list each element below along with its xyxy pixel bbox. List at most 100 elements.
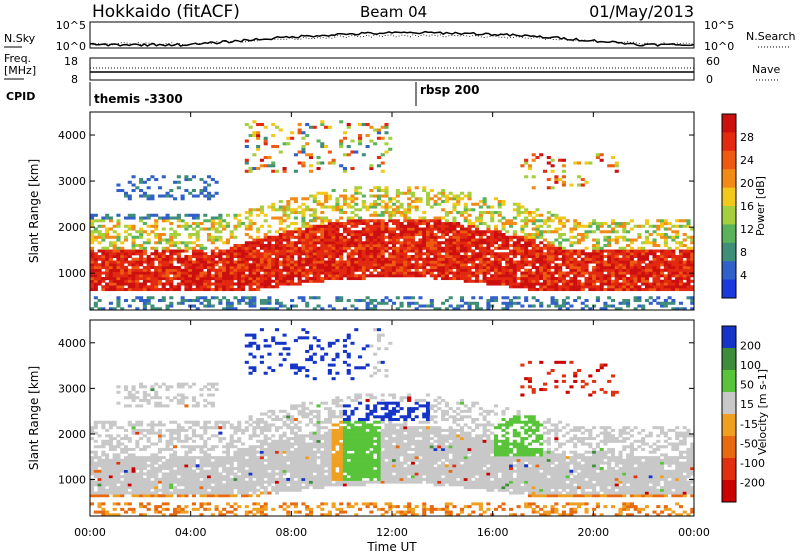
power-cell bbox=[539, 271, 544, 275]
power-cell bbox=[599, 224, 604, 228]
power-cell bbox=[388, 268, 393, 272]
power-cell bbox=[656, 301, 661, 305]
power-cell bbox=[188, 271, 193, 275]
power-cell bbox=[312, 274, 317, 278]
power-cell bbox=[478, 233, 483, 237]
power-cell bbox=[524, 255, 529, 259]
power-cell bbox=[161, 246, 166, 250]
power-cell bbox=[576, 274, 582, 278]
power-cell bbox=[399, 227, 404, 231]
velocity-cell bbox=[150, 396, 155, 400]
power-cell bbox=[686, 277, 691, 281]
power-cell bbox=[648, 233, 653, 237]
power-cell bbox=[403, 235, 408, 239]
velocity-cell bbox=[233, 428, 238, 432]
power-cell bbox=[403, 211, 408, 215]
power-cell bbox=[516, 205, 521, 209]
velocity-cell bbox=[108, 458, 113, 462]
power-cell bbox=[139, 263, 144, 267]
velocity-cell bbox=[139, 488, 144, 492]
power-cell bbox=[414, 257, 419, 261]
power-cell bbox=[154, 274, 159, 278]
power-cell bbox=[293, 249, 298, 253]
power-cell bbox=[516, 249, 521, 253]
power-cell bbox=[154, 252, 159, 256]
power-cell bbox=[274, 268, 280, 272]
power-cell bbox=[531, 304, 536, 308]
power-cell bbox=[346, 271, 351, 275]
power-cell bbox=[456, 257, 461, 261]
power-cell bbox=[316, 235, 321, 239]
power-cell bbox=[667, 285, 672, 289]
power-cell bbox=[482, 260, 487, 264]
power-cell bbox=[550, 252, 555, 256]
velocity-cell bbox=[123, 483, 129, 487]
velocity-cell bbox=[146, 469, 151, 473]
power-cell bbox=[546, 255, 551, 259]
power-cell bbox=[592, 255, 597, 259]
power-cell bbox=[184, 260, 189, 264]
power-cell bbox=[429, 227, 434, 231]
velocity-cell bbox=[93, 426, 98, 430]
power-cell bbox=[535, 219, 540, 223]
power-cell bbox=[478, 216, 483, 220]
beam-title: Beam 04 bbox=[360, 3, 427, 21]
power-cell bbox=[305, 134, 310, 138]
power-cell bbox=[237, 249, 242, 253]
power-cell bbox=[546, 161, 551, 165]
velocity-cell bbox=[241, 447, 246, 451]
power-cell bbox=[660, 252, 665, 256]
power-cell bbox=[629, 260, 634, 264]
power-cell bbox=[161, 296, 166, 300]
power-cell bbox=[237, 266, 242, 270]
power-cell bbox=[278, 233, 283, 237]
power-cell bbox=[603, 255, 608, 259]
power-cell bbox=[108, 266, 113, 270]
power-cell bbox=[448, 255, 453, 259]
power-cell bbox=[154, 235, 159, 239]
power-cell bbox=[671, 260, 676, 264]
power-cell bbox=[354, 249, 359, 253]
power-cell bbox=[607, 252, 612, 256]
power-cell bbox=[350, 167, 355, 171]
power-cell bbox=[244, 161, 249, 165]
power-cell bbox=[361, 202, 366, 206]
power-cell bbox=[90, 252, 95, 256]
power-cell bbox=[263, 233, 268, 237]
power-cell bbox=[365, 235, 370, 239]
power-cell bbox=[161, 252, 166, 256]
velocity-cell bbox=[142, 396, 147, 400]
velocity-cell bbox=[93, 420, 98, 424]
power-cell bbox=[576, 252, 582, 256]
velocity-cell bbox=[127, 480, 132, 484]
power-cell bbox=[195, 255, 200, 259]
velocity-cell bbox=[225, 456, 230, 460]
power-cell bbox=[191, 274, 197, 278]
power-cell bbox=[116, 219, 121, 223]
power-cell bbox=[263, 235, 268, 239]
power-cell bbox=[108, 255, 113, 259]
power-cell bbox=[384, 205, 389, 209]
power-cell bbox=[422, 235, 427, 239]
power-cell bbox=[308, 279, 314, 283]
velocity-cell bbox=[154, 390, 159, 394]
power-cell bbox=[184, 268, 189, 272]
power-cell bbox=[614, 235, 619, 239]
velocity-cell bbox=[218, 458, 223, 462]
power-cell bbox=[535, 266, 540, 270]
power-cell bbox=[244, 279, 249, 283]
power-cell bbox=[176, 175, 181, 179]
power-cell bbox=[233, 307, 238, 311]
power-cell bbox=[437, 241, 442, 245]
colorbar-cell bbox=[722, 169, 736, 189]
power-cell bbox=[573, 249, 578, 253]
power-cell bbox=[512, 282, 517, 286]
power-cell bbox=[686, 255, 691, 259]
power-cell bbox=[271, 307, 276, 311]
power-cell bbox=[388, 246, 393, 250]
velocity-cell bbox=[123, 477, 129, 481]
power-cell bbox=[584, 277, 589, 281]
power-cell bbox=[305, 274, 310, 278]
velocity-cell bbox=[90, 431, 95, 435]
power-cell bbox=[369, 167, 374, 171]
